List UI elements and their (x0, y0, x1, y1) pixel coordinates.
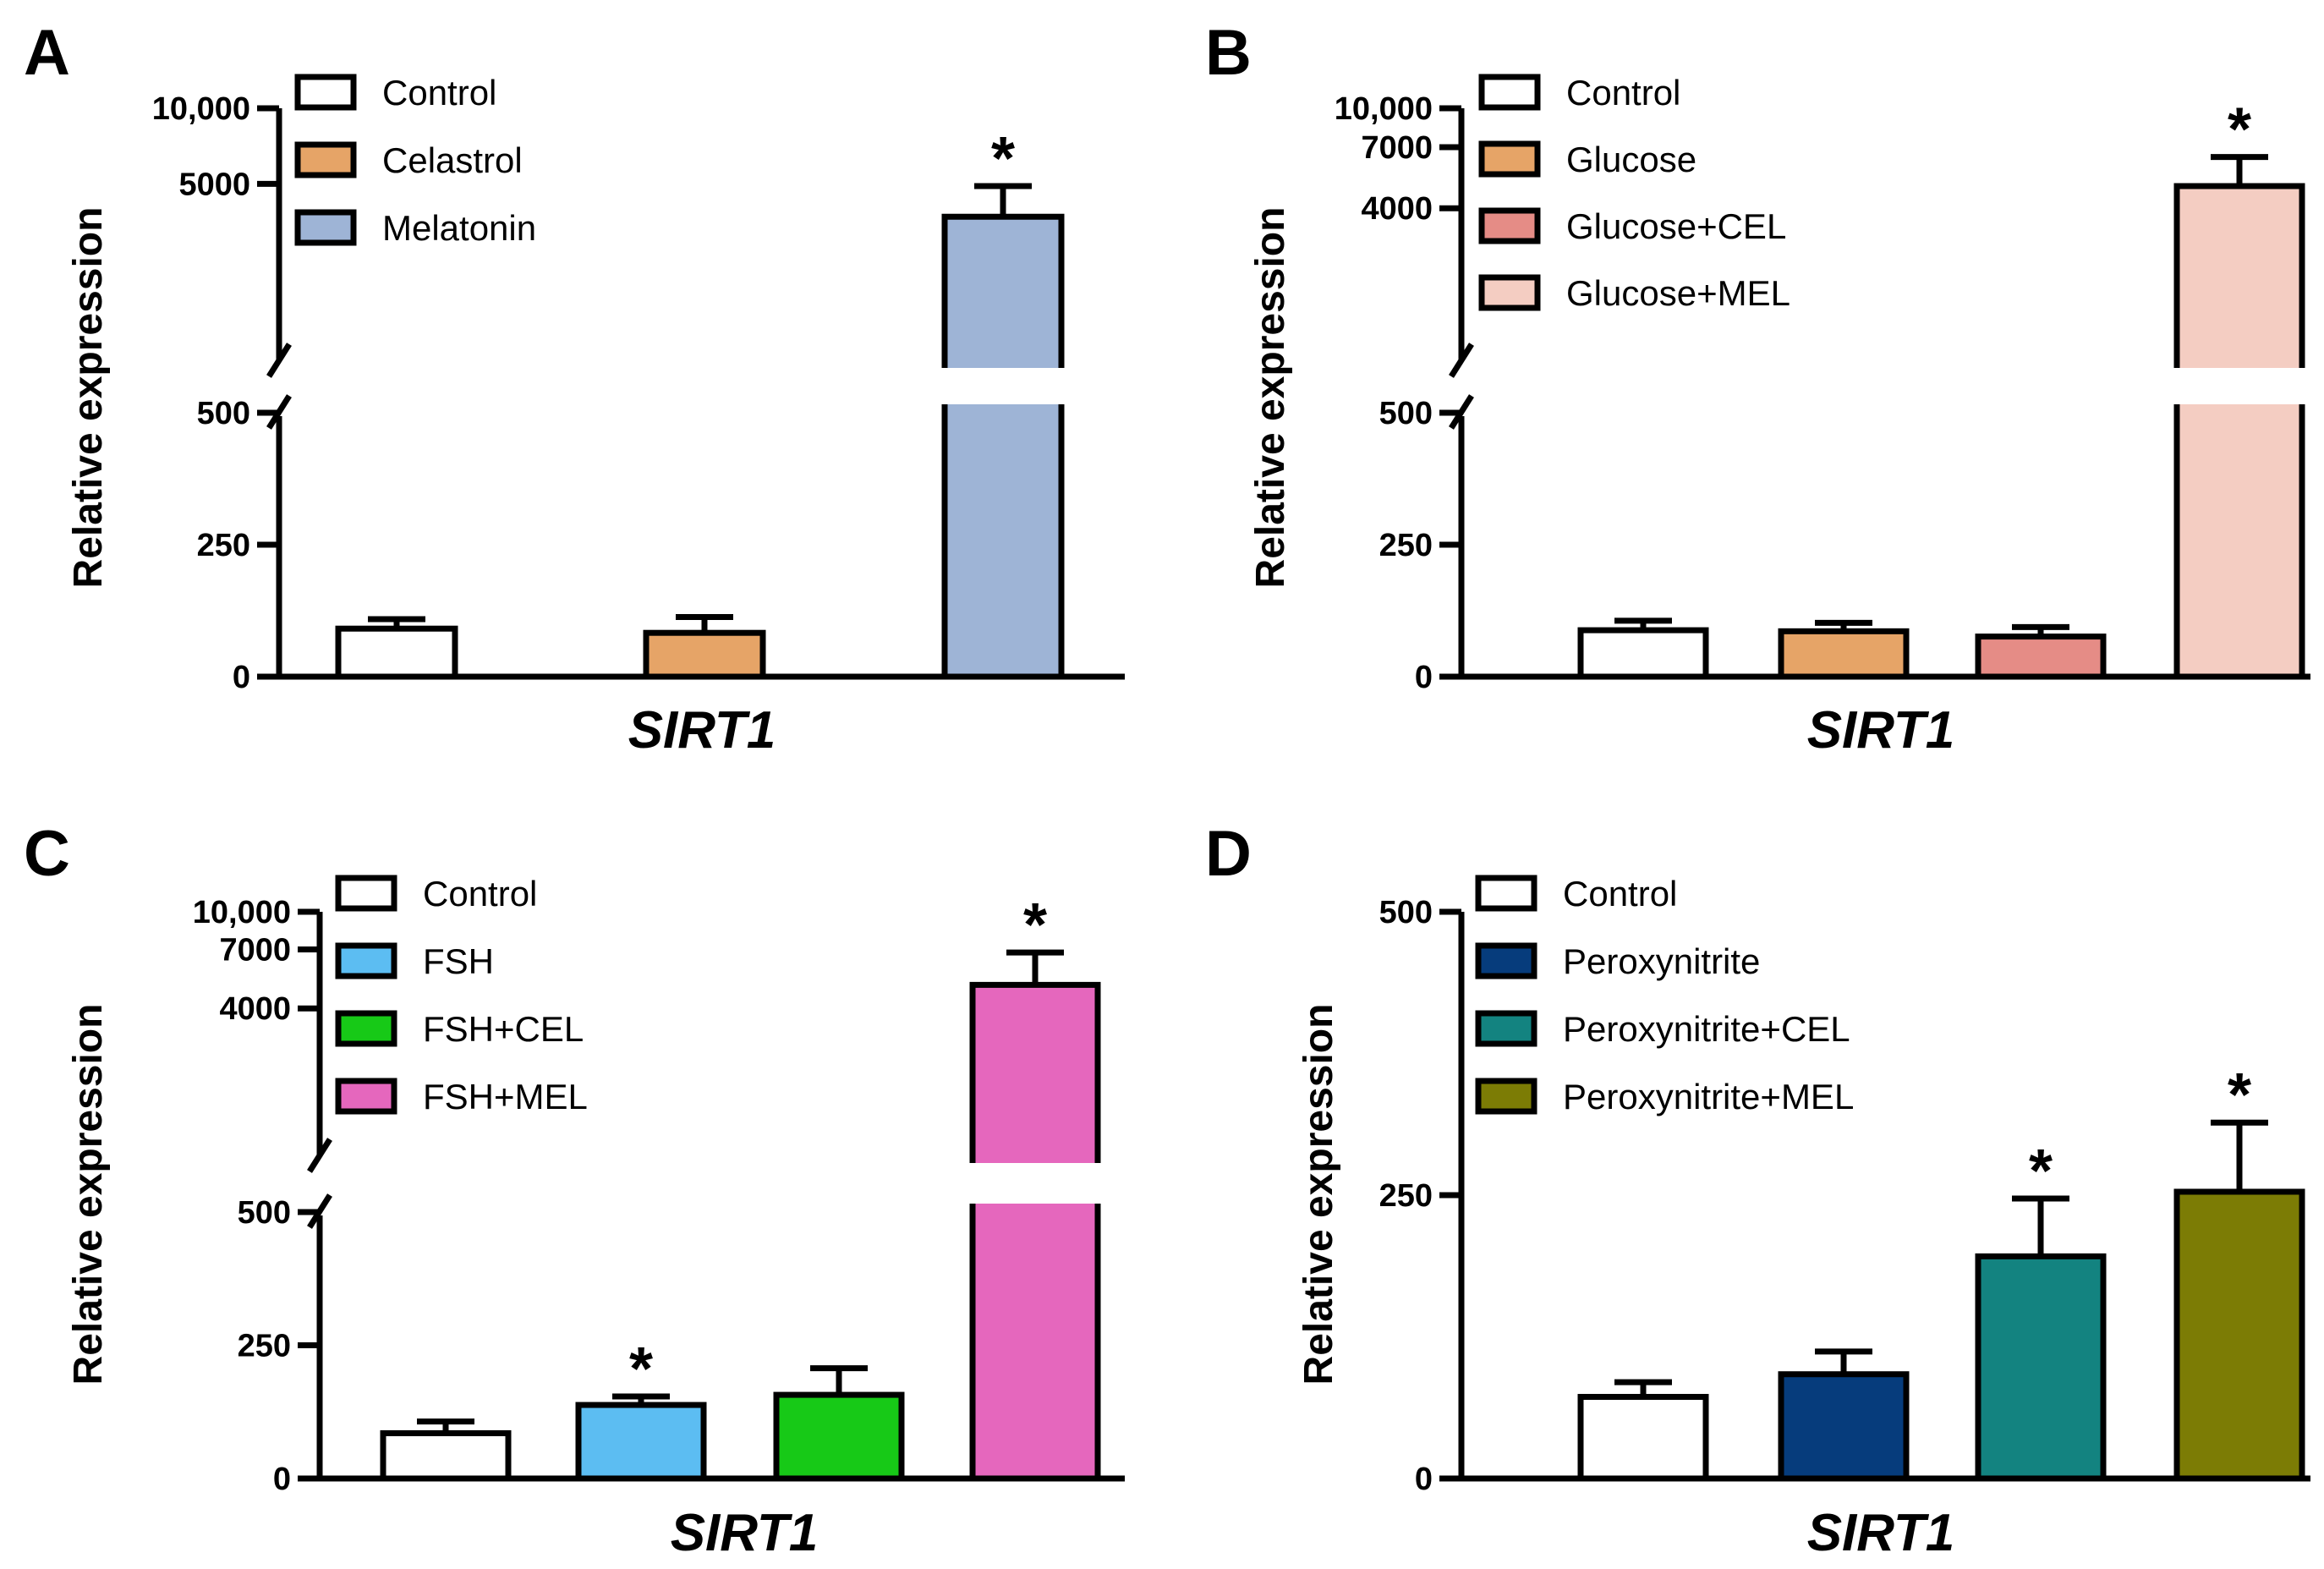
y-tick-label: 500 (1379, 895, 1433, 930)
legend-swatch (1475, 875, 1537, 912)
legend-label: Control (382, 73, 496, 112)
legend-label: FSH+CEL (423, 1009, 584, 1049)
y-axis-title: Relative expression (1296, 1004, 1341, 1385)
legend-label: FSH+MEL (423, 1077, 588, 1116)
legend-swatch (294, 141, 357, 178)
bar (969, 981, 1101, 1482)
bar (335, 625, 458, 680)
y-tick-label: 0 (273, 1462, 291, 1497)
bar (1975, 634, 2107, 680)
x-axis-title: SIRT1 (628, 701, 776, 760)
bar-break-gap (940, 368, 1066, 404)
axis-break-mark-upper (266, 343, 292, 378)
y-tick-label: 500 (238, 1195, 291, 1231)
y-tick-label-upper: 4000 (219, 991, 291, 1027)
legend-label: Control (1566, 73, 1680, 112)
panel-letter: B (1205, 17, 1252, 89)
x-axis-title: SIRT1 (1807, 701, 1955, 760)
legend-swatch (1478, 74, 1541, 111)
legend-label: Glucose (1566, 140, 1696, 179)
significance-star: * (1023, 891, 1047, 959)
legend-swatch (1478, 207, 1541, 244)
bar (941, 213, 1065, 680)
y-tick-label: 250 (197, 528, 250, 563)
bar (1778, 1371, 1910, 1482)
bar (2173, 183, 2305, 680)
panel-letter: C (24, 818, 70, 890)
panel-a: A 0 250 500 5000 10,000 Relative expression SIR… (24, 17, 1125, 760)
legend-label: Glucose+MEL (1566, 273, 1790, 313)
y-tick-label-upper: 5000 (178, 167, 250, 202)
bar (1577, 627, 1709, 680)
legend-label: Melatonin (382, 208, 536, 248)
significance-star: * (2029, 1138, 2053, 1205)
legend-label: Glucose+CEL (1566, 206, 1786, 246)
significance-star: * (629, 1336, 653, 1403)
legend-swatch (294, 209, 357, 246)
axis-break-mark-upper (307, 1138, 332, 1173)
y-tick-label-upper: 10,000 (193, 895, 291, 930)
legend-swatch (335, 942, 397, 979)
bar (1577, 1394, 1709, 1482)
panel-d: D 0 250 500 Relative expression SIRT1 Control P… (1205, 818, 2310, 1562)
significance-star: * (2228, 96, 2251, 164)
legend-swatch (335, 1010, 397, 1047)
y-tick-label-upper: 4000 (1361, 191, 1433, 227)
legend-swatch (1478, 140, 1541, 178)
axis-break-mark-upper (1449, 343, 1474, 378)
legend-label: Control (423, 874, 537, 913)
legend-label: FSH (423, 941, 494, 981)
significance-star: * (991, 125, 1015, 193)
legend-label: Peroxynitrite (1563, 941, 1760, 981)
bar-break-gap (967, 1163, 1103, 1204)
legend-label: Celastrol (382, 140, 523, 180)
x-axis-title: SIRT1 (671, 1504, 819, 1562)
y-tick-label: 500 (197, 396, 250, 431)
legend-swatch (335, 1078, 397, 1115)
legend-label: Peroxynitrite+CEL (1563, 1009, 1850, 1049)
bar (380, 1429, 512, 1482)
y-tick-label: 0 (1415, 660, 1433, 695)
y-tick-label-upper: 10,000 (152, 91, 250, 127)
x-axis-title: SIRT1 (1807, 1504, 1955, 1562)
legend-swatch (1475, 1078, 1537, 1115)
y-tick-label: 250 (1379, 528, 1433, 563)
bar (773, 1391, 905, 1482)
y-axis-title: Relative expression (66, 1004, 111, 1385)
legend-swatch (335, 875, 397, 912)
significance-star: * (2228, 1062, 2251, 1129)
bar (1975, 1253, 2107, 1482)
bar (575, 1402, 707, 1482)
y-axis-title: Relative expression (66, 207, 111, 589)
bar (1778, 628, 1910, 680)
legend-swatch (294, 74, 357, 111)
y-tick-label: 250 (1379, 1178, 1433, 1214)
legend-label: Peroxynitrite+MEL (1563, 1077, 1854, 1116)
legend-swatch (1475, 1010, 1537, 1047)
bar (643, 629, 766, 680)
y-tick-label-upper: 10,000 (1335, 91, 1433, 127)
bar (2173, 1188, 2305, 1482)
y-axis-title: Relative expression (1248, 207, 1293, 589)
legend-swatch (1478, 274, 1541, 311)
y-tick-label-upper: 7000 (1361, 130, 1433, 166)
bar-break-gap (2172, 368, 2307, 404)
y-tick-label-upper: 7000 (219, 932, 291, 968)
panel-letter: D (1205, 818, 1252, 890)
y-tick-label: 0 (1415, 1462, 1433, 1497)
panel-letter: A (24, 17, 70, 89)
legend-label: Control (1563, 874, 1677, 913)
legend-swatch (1475, 942, 1537, 979)
y-tick-label: 0 (233, 660, 250, 695)
y-tick-label: 250 (238, 1329, 291, 1364)
y-tick-label: 500 (1379, 396, 1433, 431)
